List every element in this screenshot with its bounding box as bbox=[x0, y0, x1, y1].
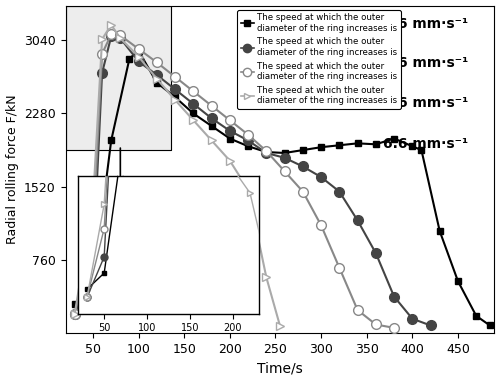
Legend: The speed at which the outer
diameter of the ring increases is, The speed at whi: The speed at which the outer diameter of… bbox=[237, 10, 400, 109]
Text: 5.6 mm·s⁻¹: 5.6 mm·s⁻¹ bbox=[383, 96, 468, 110]
Text: 6.6 mm·s⁻¹: 6.6 mm·s⁻¹ bbox=[383, 137, 468, 150]
Polygon shape bbox=[66, 6, 170, 150]
Y-axis label: Radial rolling force F/kN: Radial rolling force F/kN bbox=[6, 94, 18, 244]
Text: 3.6 mm·s⁻¹: 3.6 mm·s⁻¹ bbox=[383, 17, 468, 31]
Text: 4.6 mm·s⁻¹: 4.6 mm·s⁻¹ bbox=[383, 56, 468, 70]
X-axis label: Time/s: Time/s bbox=[257, 362, 303, 375]
